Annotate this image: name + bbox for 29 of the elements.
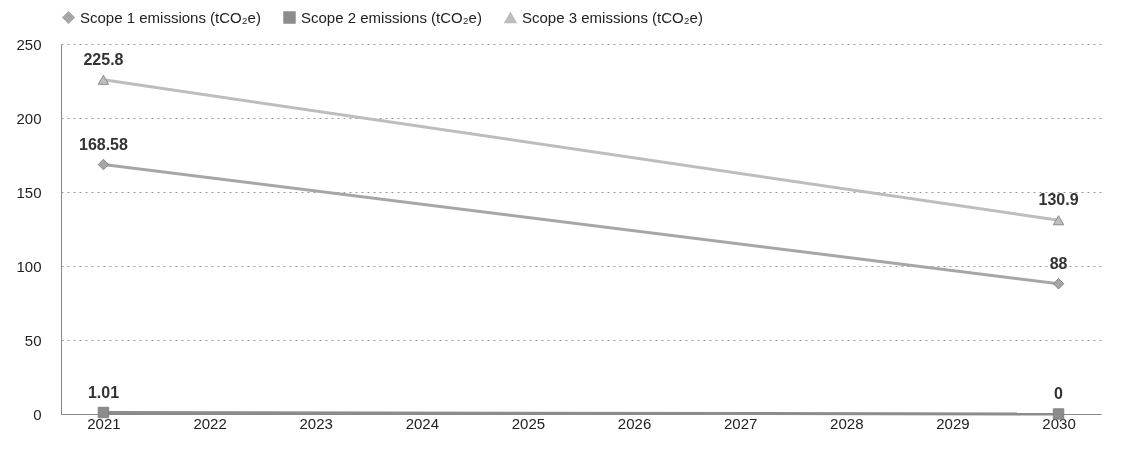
y-tick-label: 0 [33,405,42,423]
y-tick-label: 150 [16,183,42,201]
y-tick-label: 100 [16,257,42,275]
x-tick-label: 2025 [511,414,546,432]
x-tick-label: 2030 [1042,414,1076,432]
data-label: 168.58 [78,135,129,153]
x-tick-label: 2021 [87,414,121,432]
legend-label: Scope 2 emissions (tCO₂e) [301,8,482,26]
x-tick-label: 2023 [299,414,333,432]
x-tick-label: 2026 [617,414,652,432]
y-tick-label: 200 [16,109,42,127]
point [1052,408,1065,420]
point [1052,278,1065,290]
x-tick-label: 2022 [193,414,227,432]
legend-label: Scope 1 emissions (tCO₂e) [80,8,261,26]
y-tick-label: 250 [16,35,42,53]
point [97,158,110,171]
data-label: 225.8 [83,50,124,68]
data-label: 0 [1054,385,1064,402]
x-tick-label: 2024 [405,414,439,432]
y-tick-label: 50 [24,331,42,349]
point [97,406,110,419]
x-tick-label: 2027 [724,414,758,432]
x-tick-label: 2028 [830,414,864,432]
data-label: 130.9 [1038,191,1079,209]
x-tick-label: 2029 [936,414,970,432]
data-label: 88 [1049,254,1068,272]
data-label: 1.01 [87,383,120,401]
legend-label: Scope 3 emissions (tCO₂e) [522,8,703,26]
